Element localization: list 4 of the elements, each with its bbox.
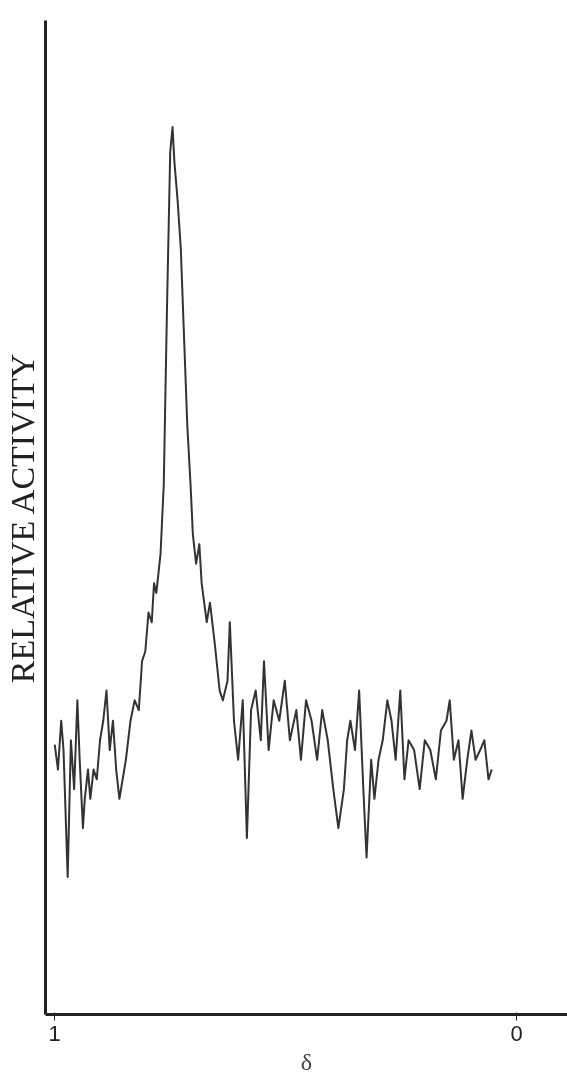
x-tick-label: 1 [48, 1020, 61, 1046]
y-axis-title: RELATIVE ACTIVITY [3, 353, 41, 684]
x-tick-label: 0 [510, 1020, 523, 1046]
x-axis-title: δ [300, 1048, 313, 1075]
